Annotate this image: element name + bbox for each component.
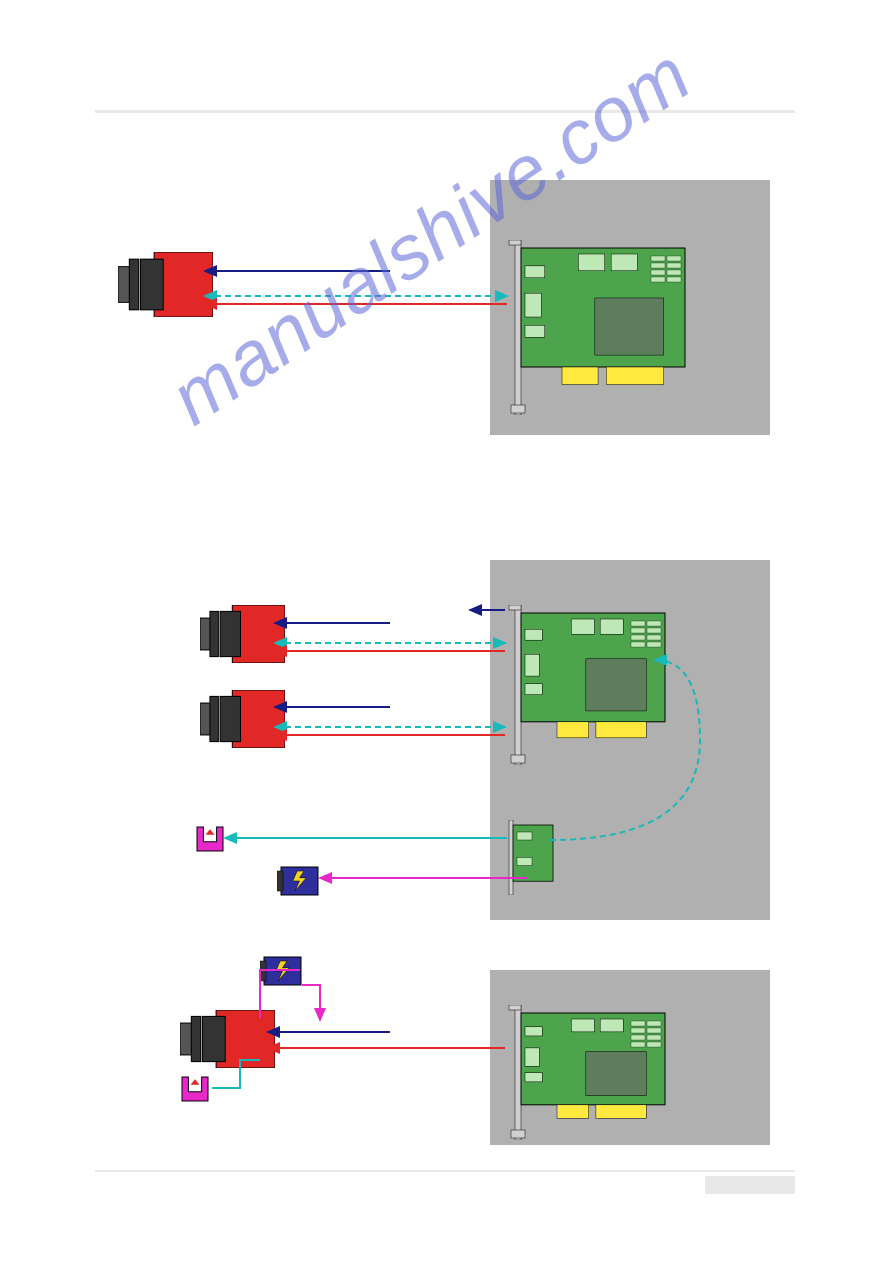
sensor-3 bbox=[180, 1075, 210, 1103]
flash-svg bbox=[277, 865, 322, 897]
camera-2a bbox=[200, 605, 285, 663]
pci-card-3 bbox=[505, 1005, 670, 1140]
sensor-svg bbox=[195, 825, 225, 853]
camera-2b bbox=[200, 690, 285, 748]
page-number-box bbox=[705, 1176, 795, 1194]
sensor-svg bbox=[180, 1075, 210, 1103]
card-svg bbox=[505, 1005, 670, 1140]
camera-svg bbox=[200, 690, 285, 748]
divider-bottom bbox=[95, 1170, 795, 1172]
io-card-2 bbox=[507, 820, 557, 895]
divider-top bbox=[95, 110, 795, 113]
card-svg bbox=[505, 240, 690, 415]
flash-2 bbox=[277, 865, 322, 897]
camera-3 bbox=[180, 1010, 275, 1068]
card-svg bbox=[505, 605, 670, 765]
camera-svg bbox=[180, 1010, 275, 1068]
camera-svg bbox=[118, 252, 213, 317]
sensor-2 bbox=[195, 825, 225, 853]
pci-card-1 bbox=[505, 240, 690, 415]
camera-svg bbox=[200, 605, 285, 663]
io-card-svg bbox=[507, 820, 557, 895]
camera-1 bbox=[118, 252, 213, 317]
pci-card-2 bbox=[505, 605, 670, 765]
flash-svg bbox=[260, 955, 305, 987]
flash-3 bbox=[260, 955, 305, 987]
